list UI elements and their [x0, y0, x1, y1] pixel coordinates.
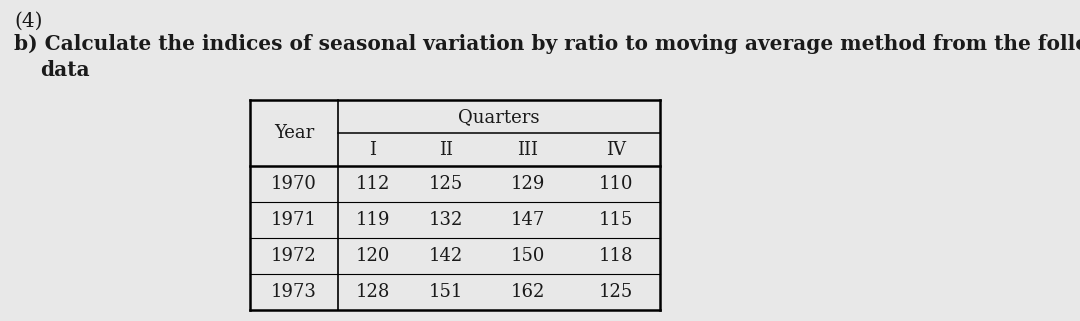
Text: Quarters: Quarters: [458, 108, 540, 126]
Text: 1971: 1971: [271, 211, 318, 229]
Text: I: I: [369, 141, 377, 159]
Text: 150: 150: [511, 247, 545, 265]
Text: 1970: 1970: [271, 175, 318, 193]
Text: 112: 112: [355, 175, 390, 193]
Text: 120: 120: [355, 247, 390, 265]
Text: Year: Year: [274, 124, 314, 142]
Text: 128: 128: [355, 283, 390, 301]
Text: IV: IV: [606, 141, 626, 159]
Text: 129: 129: [511, 175, 545, 193]
Text: 151: 151: [429, 283, 463, 301]
Text: 110: 110: [598, 175, 633, 193]
Text: 1972: 1972: [271, 247, 316, 265]
Text: 125: 125: [429, 175, 463, 193]
Text: (4): (4): [14, 12, 42, 31]
Text: 162: 162: [511, 283, 545, 301]
Text: b) Calculate the indices of seasonal variation by ratio to moving average method: b) Calculate the indices of seasonal var…: [14, 34, 1080, 54]
Text: 125: 125: [598, 283, 633, 301]
Text: 119: 119: [355, 211, 390, 229]
Text: 115: 115: [598, 211, 633, 229]
Text: III: III: [517, 141, 538, 159]
Text: 1973: 1973: [271, 283, 318, 301]
Text: 147: 147: [511, 211, 545, 229]
Text: 142: 142: [429, 247, 463, 265]
Text: 118: 118: [598, 247, 633, 265]
Text: data: data: [40, 60, 90, 80]
Text: 132: 132: [429, 211, 463, 229]
Text: II: II: [438, 141, 453, 159]
